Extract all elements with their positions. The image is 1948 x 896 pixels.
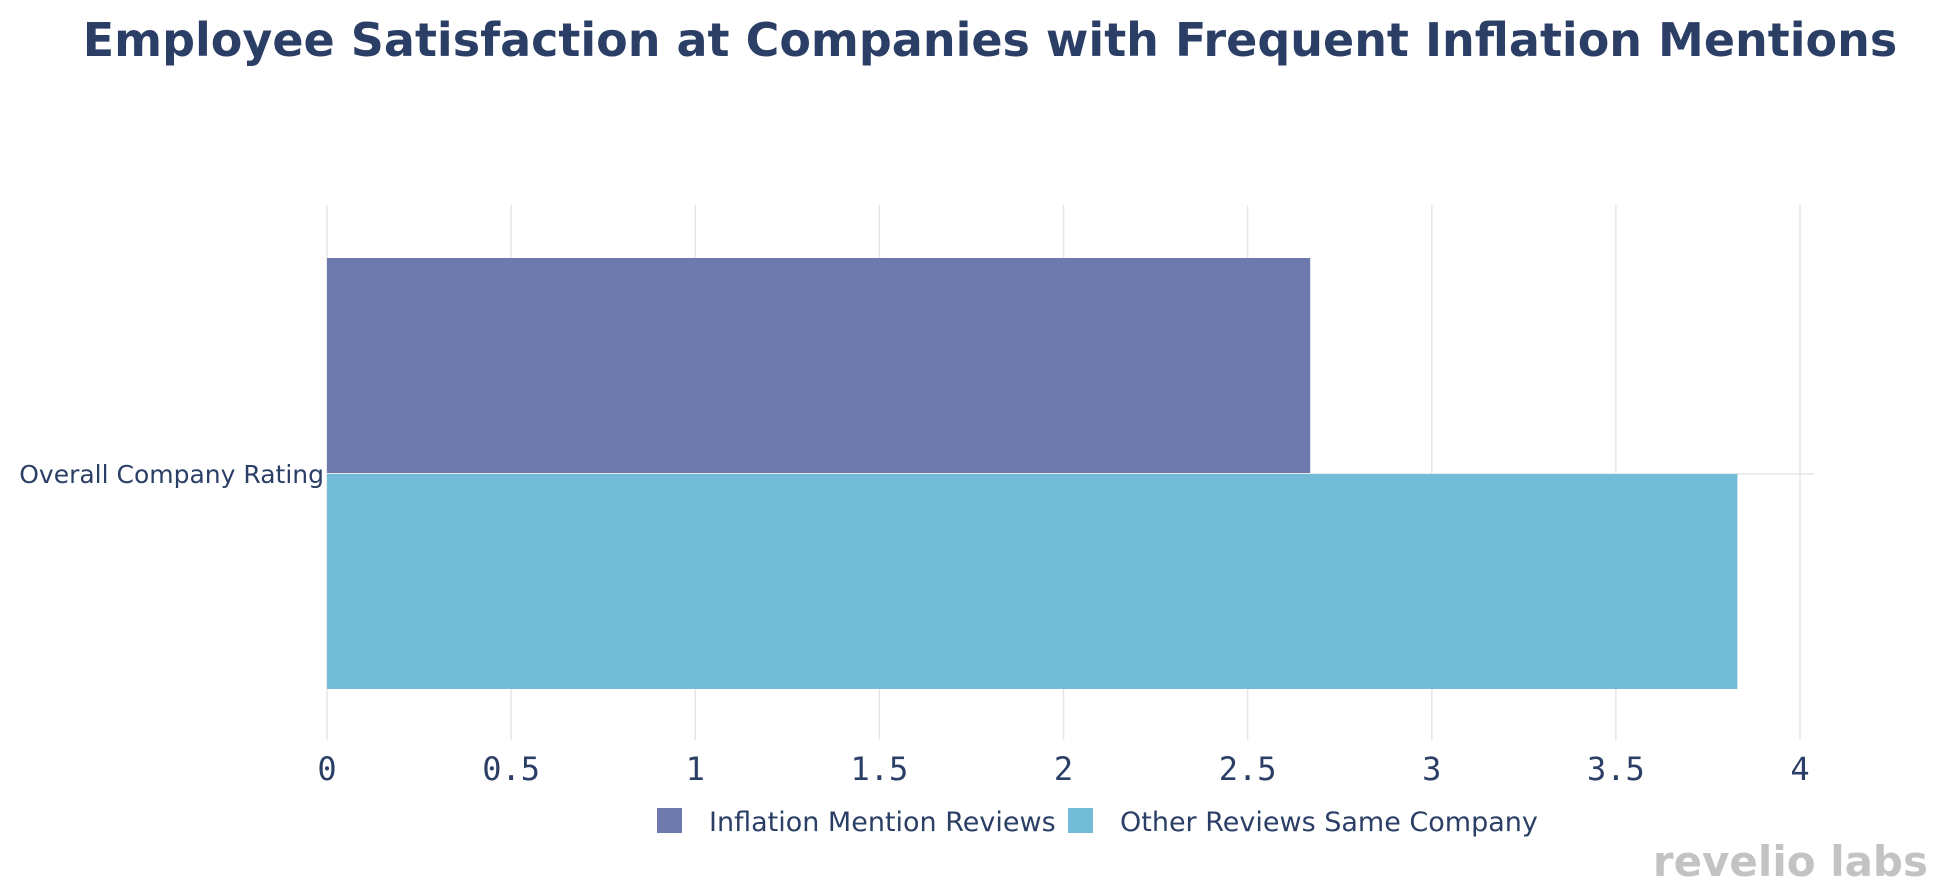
watermark-logo: revelio labs [1653,837,1928,886]
category-label: Overall Company Rating [19,460,324,489]
legend-swatch [657,808,682,833]
x-tick-label: 3 [1422,750,1441,788]
x-tick-label: 0.5 [482,750,540,788]
category-labels: Overall Company Rating [19,460,324,489]
bar-other-reviews-same-company [327,474,1738,689]
chart-title: Employee Satisfaction at Companies with … [83,13,1898,67]
legend-label: Inflation Mention Reviews [709,807,1056,838]
x-tick-label: 1 [686,750,705,788]
bars [327,258,1738,689]
x-tick-label: 2 [1054,750,1073,788]
legend: Inflation Mention Reviews Other Reviews S… [657,807,1538,838]
x-tick-label: 4 [1790,750,1809,788]
x-tick-label: 0 [317,750,336,788]
x-tick-label: 2.5 [1219,750,1277,788]
legend-label: Other Reviews Same Company [1120,807,1538,838]
bar-inflation-mention-reviews [327,258,1311,473]
legend-swatch [1068,808,1093,833]
x-tick-label: 3.5 [1587,750,1645,788]
x-tick-label: 1.5 [850,750,908,788]
x-axis-ticks: 0 0.5 1 1.5 2 2.5 3 3.5 4 [317,750,1809,788]
